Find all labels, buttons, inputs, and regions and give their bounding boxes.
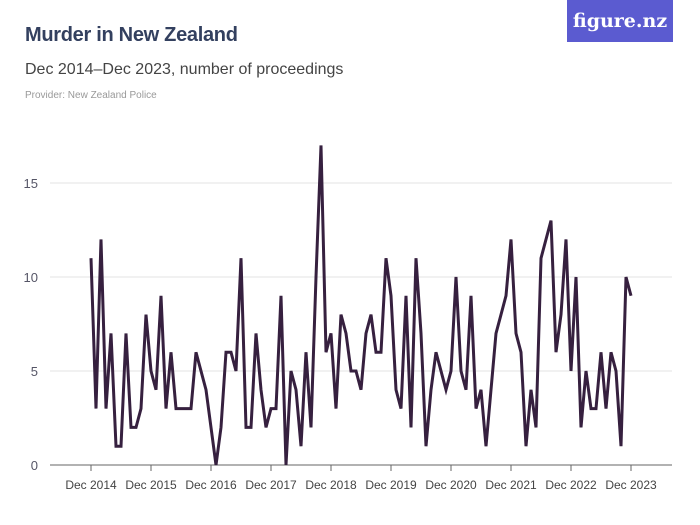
y-tick-label: 5: [31, 364, 38, 379]
x-tick-label: Dec 2018: [305, 478, 357, 492]
x-tick-label: Dec 2017: [245, 478, 297, 492]
x-tick-label: Dec 2021: [485, 478, 537, 492]
y-tick-label: 10: [24, 270, 38, 285]
x-tick-label: Dec 2023: [605, 478, 657, 492]
data-line: [89, 145, 633, 466]
y-tick-label: 15: [24, 176, 38, 191]
x-tick-label: Dec 2015: [125, 478, 177, 492]
x-tick-label: Dec 2016: [185, 478, 237, 492]
provider-text: Provider: New Zealand Police: [25, 90, 157, 101]
x-tick-label: Dec 2020: [425, 478, 477, 492]
page-title: Murder in New Zealand: [25, 24, 238, 46]
x-tick-label: Dec 2014: [65, 478, 117, 492]
x-tick-label: Dec 2019: [365, 478, 417, 492]
x-tick-label: Dec 2022: [545, 478, 597, 492]
chart-subtitle: Dec 2014–Dec 2023, number of proceedings: [25, 61, 344, 78]
y-tick-label: 0: [31, 458, 38, 473]
figure-nz-logo[interactable]: figure.nz: [567, 0, 673, 42]
